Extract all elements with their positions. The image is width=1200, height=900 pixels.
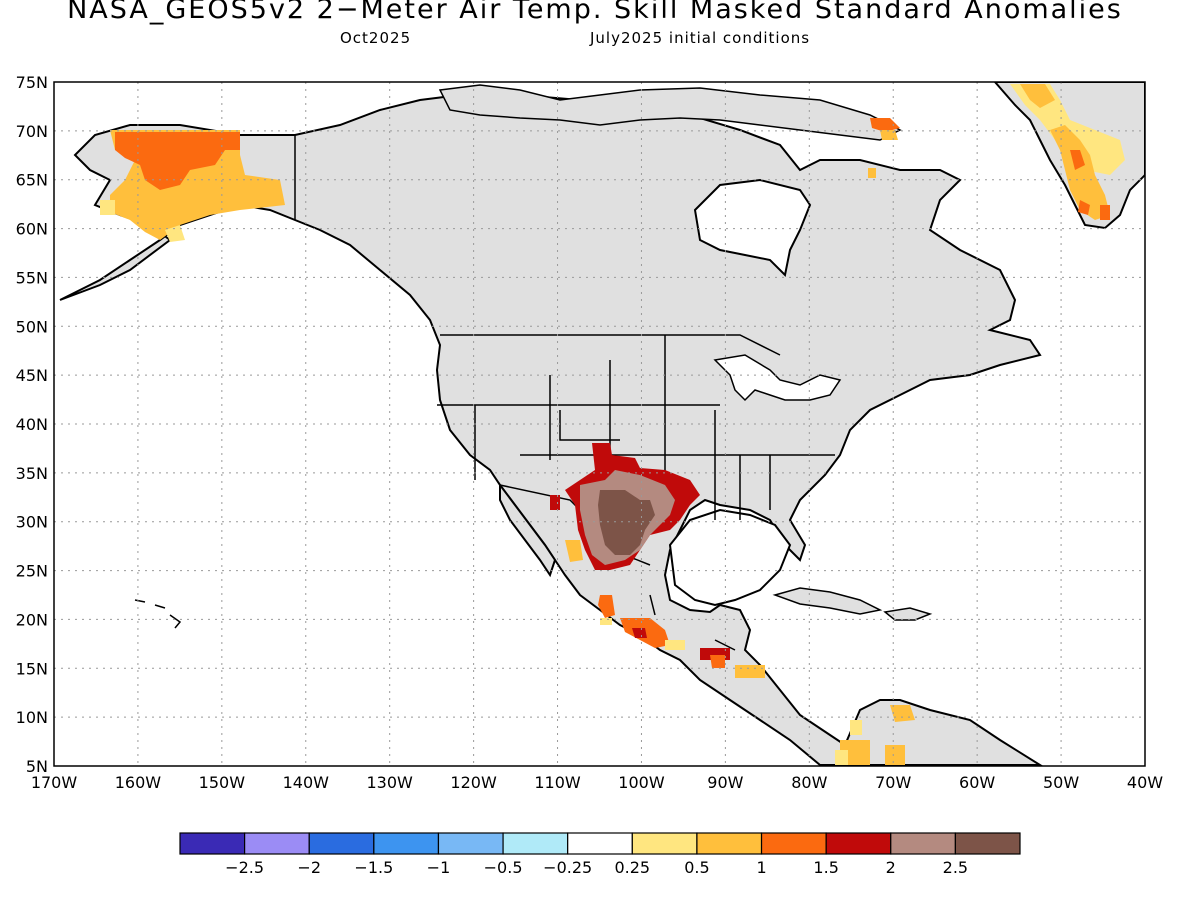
anomaly-centam-05: [735, 665, 765, 678]
baja-california: [499, 482, 557, 578]
colorbar-swatch: [179, 832, 246, 855]
colorbar-swatch: [825, 832, 892, 855]
colorbar-swatch: [760, 832, 827, 855]
colorbar-swatch: [502, 832, 569, 855]
hawaii: [134, 599, 182, 629]
colorbar-tick-label: −2: [297, 858, 321, 877]
colorbar-tick-label: −0.25: [543, 858, 592, 877]
lon-tick-label: 110W: [534, 773, 581, 792]
gulf-of-mexico: [668, 508, 792, 607]
lon-tick-label: 160W: [115, 773, 162, 792]
initial-conditions: July2025 initial conditions: [590, 29, 811, 47]
anomaly-centam-15: [710, 655, 725, 668]
lat-tick-label: 30N: [16, 513, 48, 532]
colorbar-swatch: [631, 832, 698, 855]
lat-tick-label: 10N: [16, 708, 48, 727]
colorbar-swatch: [308, 832, 375, 855]
graticule: [54, 82, 1145, 766]
plot-frame: [53, 81, 1146, 767]
colorbar-tick-label: −1: [427, 858, 451, 877]
colorbar-tick-label: 1: [756, 858, 766, 877]
longitude-axis: 170W 160W 150W 140W 130W 120W 110W 100W 90W 80W 70…: [31, 773, 1163, 792]
anomaly-alaska-15: [115, 132, 240, 190]
anomaly-plains-3: [598, 490, 655, 555]
lon-tick-label: 140W: [283, 773, 330, 792]
lat-tick-label: 15N: [16, 659, 48, 678]
cuba: [772, 587, 883, 615]
anomaly-mexico-05: [600, 618, 685, 650]
lon-tick-label: 70W: [875, 773, 911, 792]
hudson-bay: [693, 178, 812, 278]
lon-tick-label: 170W: [31, 773, 78, 792]
lat-tick-label: 55N: [16, 268, 48, 287]
colorbar-tick-label: −0.5: [484, 858, 523, 877]
lat-tick-label: 70N: [16, 122, 48, 141]
lon-tick-label: 40W: [1127, 773, 1163, 792]
colorbar-swatch: [244, 832, 310, 855]
colorbar-swatch: [437, 832, 504, 855]
colorbar-tick-label: 0.25: [614, 858, 650, 877]
lon-tick-label: 60W: [959, 773, 995, 792]
lon-tick-label: 100W: [618, 773, 665, 792]
anomaly-baffin-15: [870, 118, 900, 132]
anomaly-mexico-2: [632, 628, 647, 638]
lon-tick-label: 130W: [367, 773, 414, 792]
anomaly-greenland-15: [1070, 150, 1110, 220]
arctic-islands: [438, 84, 902, 141]
colorbar-swatch: [567, 832, 633, 855]
lat-tick-label: 20N: [16, 610, 48, 629]
colorbar-swatch: [696, 832, 763, 855]
lat-tick-label: 45N: [16, 366, 48, 385]
anomaly-samerica-025: [835, 720, 862, 765]
lon-tick-label: 120W: [450, 773, 497, 792]
anomaly-greenland-05: [1020, 84, 1110, 220]
lat-tick-label: 35N: [16, 464, 48, 483]
lon-tick-label: 90W: [707, 773, 743, 792]
colorbar-tick-label: −2.5: [225, 858, 264, 877]
map-title: NASA_GEOS5v2 2−Meter Air Temp. Skill Mas…: [67, 0, 1123, 25]
anomaly-samerica-05: [840, 705, 915, 765]
lat-tick-label: 75N: [16, 73, 48, 92]
lat-tick-label: 25N: [16, 562, 48, 581]
lat-tick-label: 50N: [16, 317, 48, 336]
colorbar-tick-label: 2: [886, 858, 896, 877]
anomaly-mexico-1: [565, 540, 583, 562]
forecast-month: Oct2025: [340, 29, 412, 47]
anomaly-plains-2b: [550, 495, 560, 510]
anomaly-alaska-025: [100, 200, 185, 242]
lat-tick-label: 40N: [16, 415, 48, 434]
colorbar-tick-label: −1.5: [354, 858, 393, 877]
lon-tick-label: 80W: [791, 773, 827, 792]
lat-tick-label: 5N: [26, 757, 48, 776]
colorbar-labels: −2.5 −2 −1.5 −1 −0.5 −0.25 0.25 0.5 1 1.5 2 2.5: [225, 858, 968, 877]
lat-tick-label: 65N: [16, 171, 48, 190]
map-layer: [59, 82, 1145, 766]
colorbar-tick-label: 0.5: [684, 858, 709, 877]
colorbar-swatch: [890, 832, 956, 855]
latitude-axis: 75N 70N 65N 60N 55N 50N 45N 40N 35N 30N 25N 20N 15N 1…: [16, 73, 48, 776]
colorbar-swatch: [373, 832, 440, 855]
hispaniola: [883, 607, 933, 621]
colorbar-tick-label: 2.5: [943, 858, 968, 877]
lon-tick-label: 50W: [1043, 773, 1079, 792]
colorbar-tick-label: 1.5: [813, 858, 838, 877]
lon-tick-label: 150W: [199, 773, 246, 792]
colorbar: [179, 832, 1021, 855]
lat-tick-label: 60N: [16, 220, 48, 239]
anomaly-baffin-05: [868, 130, 898, 178]
anomaly-mexico-15: [598, 595, 670, 648]
colorbar-swatch: [954, 832, 1021, 855]
